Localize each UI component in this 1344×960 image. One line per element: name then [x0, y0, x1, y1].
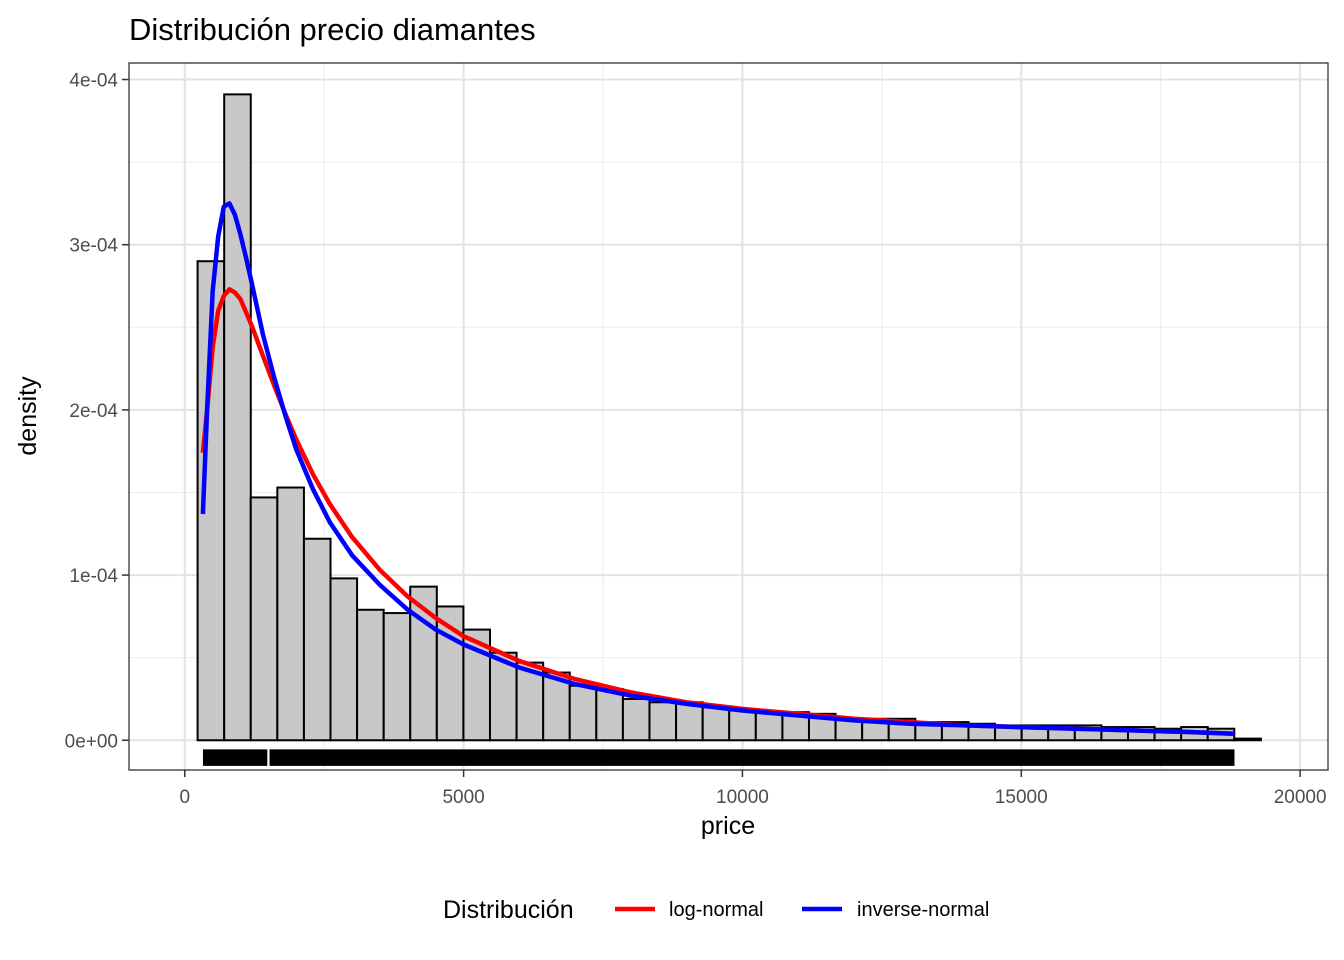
x-tick-label: 15000	[995, 787, 1048, 808]
panel-border	[128, 62, 1329, 771]
x-tick-label: 20000	[1274, 787, 1327, 808]
y-tick-label: 0e+00	[65, 731, 118, 752]
histogram-bar	[648, 701, 678, 742]
histogram-bar	[595, 688, 624, 742]
x-tick-label: 10000	[716, 787, 769, 808]
y-tick-label: 3e-04	[69, 236, 118, 257]
histogram-bar	[728, 709, 757, 742]
series-line-inverse-normal	[200, 201, 1235, 736]
histogram-bar	[356, 608, 385, 742]
density-lines	[200, 201, 1235, 736]
legend: Distribución log-normal inverse-normal	[443, 896, 989, 924]
histogram-bar	[302, 537, 332, 742]
x-axis: 0 5000 10000 15000 20000	[179, 770, 1327, 808]
legend-label-inverse-normal: inverse-normal	[857, 899, 989, 921]
histogram-bar	[276, 486, 305, 742]
y-tick-label: 1e-04	[69, 566, 118, 587]
histogram-bar	[249, 496, 279, 742]
histogram-bar	[329, 577, 359, 742]
y-axis-label: density	[14, 376, 42, 456]
histogram-bar	[701, 706, 731, 742]
rug-block	[269, 749, 1235, 766]
rug-marks	[202, 749, 1235, 766]
histogram-bar	[382, 612, 412, 742]
histogram-bar	[621, 697, 651, 742]
y-axis: 0e+00 1e-04 2e-04 3e-04 4e-04	[65, 71, 129, 752]
chart-title: Distribución precio diamantes	[129, 12, 536, 47]
histogram-bar	[568, 684, 598, 742]
y-tick-label: 4e-04	[69, 71, 118, 92]
x-tick-label: 0	[179, 787, 190, 808]
histogram-bar	[1233, 737, 1262, 742]
x-axis-label: price	[701, 812, 755, 840]
minor-gridlines	[129, 63, 1328, 770]
y-tick-label: 2e-04	[69, 401, 118, 422]
x-tick-label: 5000	[442, 787, 484, 808]
legend-label-log-normal: log-normal	[669, 899, 763, 921]
plot-panel	[128, 62, 1329, 771]
histogram-bar	[223, 93, 252, 742]
histogram-bar	[754, 711, 784, 742]
legend-title: Distribución	[443, 896, 574, 924]
histogram-bar	[409, 585, 438, 742]
rug-block	[202, 749, 268, 766]
histogram-bar	[675, 701, 704, 742]
